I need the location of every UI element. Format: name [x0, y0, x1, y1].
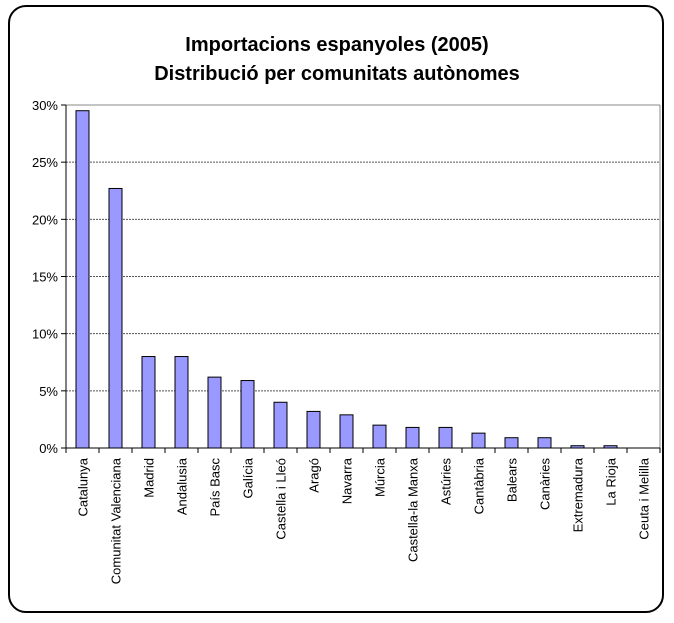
y-tick-label: 0% — [39, 441, 58, 456]
category-label: Comunitat Valenciana — [109, 457, 124, 584]
bar — [471, 432, 486, 449]
category-label: Catalunya — [76, 457, 91, 516]
bar — [339, 414, 354, 449]
y-tick-label: 5% — [39, 384, 58, 399]
bar — [504, 437, 519, 449]
bar — [273, 401, 288, 449]
bar — [306, 410, 321, 449]
chart-title-line1: Importacions espanyoles (2005) — [185, 34, 488, 56]
bar — [174, 356, 189, 449]
bar — [240, 380, 255, 449]
category-label: Castella i Lleó — [274, 458, 289, 540]
category-label: Aragó — [307, 458, 322, 493]
category-label: Múrcia — [373, 457, 388, 497]
category-label: Navarra — [340, 457, 355, 504]
bar — [405, 426, 420, 449]
category-label: Astúries — [439, 458, 454, 505]
bar — [207, 376, 222, 449]
chart-title-line2: Distribució per comunitats autònomes — [154, 63, 520, 85]
y-tick-label: 25% — [32, 155, 58, 170]
category-label: Andalusia — [175, 457, 190, 515]
bar — [141, 356, 156, 449]
bar — [372, 424, 387, 449]
category-label: Cantàbria — [472, 457, 487, 514]
category-label: Madrid — [142, 458, 157, 498]
y-tick-label: 30% — [32, 98, 58, 113]
y-tick-label: 15% — [32, 270, 58, 285]
category-label: Galícia — [241, 457, 256, 498]
y-tick-label: 20% — [32, 212, 58, 227]
category-label: Castella-la Manxa — [406, 457, 421, 562]
plot-area: 0% 5% 10% 15% 20% 25% 30% Catalunya Comunitat Va… — [32, 98, 661, 584]
category-label: Balears — [505, 458, 520, 503]
category-label: Ceuta i Melilla — [637, 457, 652, 539]
bar — [75, 110, 90, 449]
category-label: Extremadura — [571, 457, 586, 532]
category-label: La Rioja — [604, 457, 619, 505]
bar — [108, 187, 123, 449]
bar — [537, 437, 552, 449]
y-tick-label: 10% — [32, 327, 58, 342]
category-label: Canàries — [538, 458, 553, 511]
bar — [438, 426, 453, 449]
category-label: País Basc — [208, 458, 223, 517]
